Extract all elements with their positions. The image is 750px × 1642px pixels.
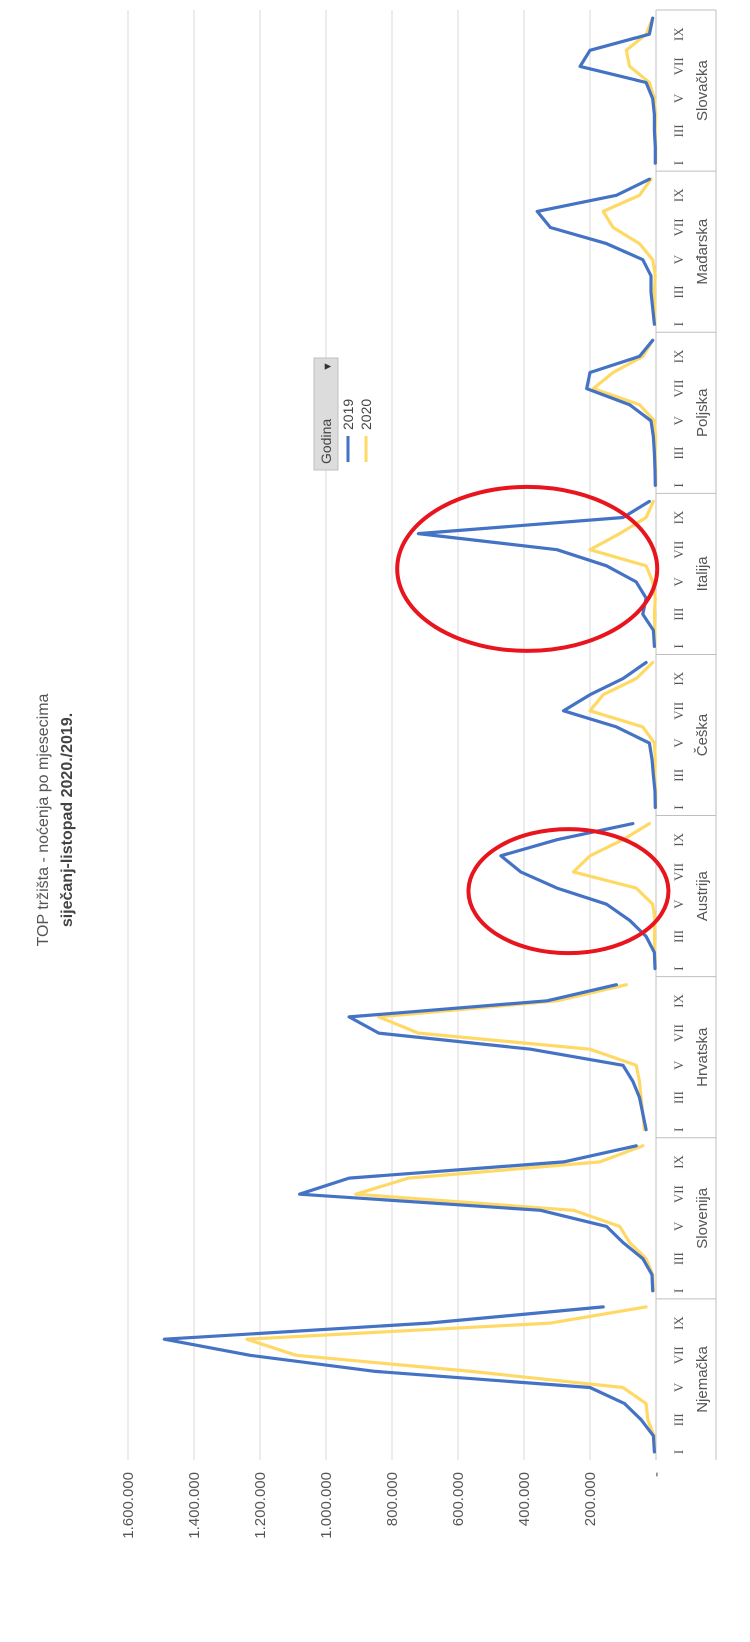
month-tick-label: IX — [671, 349, 686, 363]
month-tick-label: VII — [671, 218, 686, 236]
category-label: Češka — [694, 713, 711, 756]
month-tick-label: IX — [671, 1316, 686, 1330]
legend-label-2019: 2019 — [340, 399, 356, 430]
category-axis: IIIIVVIIIXNjemačkaIIIIVVIIIXSlovenijaIII… — [655, 9, 717, 1460]
y-tick-labels: - 200.000 400.000 600.000 800.000 1.000.000 1.… — [120, 1472, 665, 1539]
y-tick-label: 1.000.000 — [318, 1472, 335, 1539]
series-line-2020-Italija — [588, 499, 657, 649]
gridlines — [127, 10, 591, 1460]
month-tick-label: V — [671, 416, 686, 426]
series-line-2019-Slovačka — [578, 16, 657, 165]
y-tick-label: 1.600.000 — [120, 1472, 137, 1539]
chart-subtitle-text: siječanj-listopad 2020./2019. — [59, 713, 76, 927]
month-tick-label: III — [671, 1413, 686, 1426]
series-line-2019-Mađarska — [535, 177, 657, 326]
series-line-2019-Slovenija — [298, 1144, 655, 1293]
month-tick-label: I — [671, 1128, 686, 1132]
category-label: Slovenija — [694, 1187, 711, 1249]
month-tick-label: V — [671, 254, 686, 264]
month-tick-label: VII — [671, 541, 686, 559]
month-tick-label: VII — [671, 380, 686, 398]
legend-title: Godina — [318, 419, 334, 464]
month-tick-label: V — [671, 899, 686, 909]
month-tick-label: V — [671, 1221, 686, 1231]
month-tick-label: VII — [671, 1346, 686, 1364]
category-label: Mađarska — [694, 218, 711, 285]
month-tick-label: V — [671, 577, 686, 587]
month-tick-label: IX — [671, 188, 686, 202]
chart-subtitle: siječanj-listopad 2020./2019. — [59, 713, 76, 927]
series-line-2019-Italija — [416, 499, 657, 649]
chart-title: TOP tržišta - noćenja po mjesecima — [35, 693, 52, 946]
series-line-2020-Slovenija — [354, 1144, 656, 1293]
series-line-2019-Hrvatska — [347, 983, 648, 1132]
month-tick-label: VII — [671, 702, 686, 720]
month-tick-label: IX — [671, 510, 686, 524]
month-tick-label: III — [671, 608, 686, 621]
month-tick-label: I — [671, 1450, 686, 1454]
category-label: Njemačka — [694, 1345, 711, 1412]
series-line-2019-Poljska — [585, 338, 657, 487]
y-tick-label: 600.000 — [450, 1472, 467, 1526]
series-line-2019-Njemačka — [162, 1305, 657, 1454]
legend-label-2020: 2020 — [358, 399, 374, 430]
month-tick-label: V — [671, 1060, 686, 1070]
annotation-ellipse — [466, 827, 671, 956]
category-label: Hrvatska — [694, 1027, 711, 1087]
month-tick-label: IX — [671, 832, 686, 846]
month-tick-label: III — [671, 769, 686, 782]
series-line-2019-Austrija — [499, 821, 657, 971]
month-tick-label: VII — [671, 1185, 686, 1203]
series-line-2020-Austrija — [571, 821, 657, 971]
month-tick-label: V — [671, 93, 686, 103]
series-line-2020-Njemačka — [245, 1305, 657, 1454]
y-tick-label: - — [648, 1472, 665, 1477]
month-tick-label: I — [671, 644, 686, 648]
series-line-2020-Mađarska — [601, 177, 657, 326]
month-tick-label: I — [671, 1289, 686, 1293]
y-tick-label: 400.000 — [516, 1472, 533, 1526]
month-tick-label: I — [671, 483, 686, 487]
y-tick-label: 800.000 — [384, 1472, 401, 1526]
month-tick-label: III — [671, 930, 686, 943]
month-tick-label: I — [671, 322, 686, 326]
month-tick-label: III — [671, 285, 686, 298]
month-tick-label: V — [671, 1382, 686, 1392]
y-tick-label: 1.400.000 — [186, 1472, 203, 1539]
chart-title-text: TOP tržišta - noćenja po mjesecima — [35, 693, 52, 946]
series-line-2019-Češka — [561, 660, 657, 810]
category-label: Poljska — [694, 388, 711, 437]
month-tick-label: III — [671, 1091, 686, 1104]
annotation-ellipse — [395, 484, 660, 653]
series-line-2020-Češka — [588, 660, 658, 810]
month-tick-label: IX — [671, 671, 686, 685]
month-tick-label: IX — [671, 1154, 686, 1168]
month-tick-label: III — [671, 124, 686, 137]
series-lines — [162, 16, 658, 1454]
category-label: Austrija — [694, 870, 711, 921]
y-tick-label: 1.200.000 — [252, 1472, 269, 1539]
month-tick-label: III — [671, 447, 686, 460]
month-tick-label: I — [671, 966, 686, 970]
month-tick-label: VII — [671, 57, 686, 75]
month-tick-label: VII — [671, 1024, 686, 1042]
month-tick-label: IX — [671, 993, 686, 1007]
y-tick-label: 200.000 — [582, 1472, 599, 1526]
annotations — [395, 484, 671, 956]
category-label: Italija — [694, 556, 711, 592]
month-tick-label: IX — [671, 27, 686, 41]
month-tick-label: I — [671, 161, 686, 165]
month-tick-label: I — [671, 805, 686, 809]
series-line-2020-Hrvatska — [377, 983, 647, 1132]
month-tick-label: VII — [671, 863, 686, 881]
legend: Godina ▼ 2019 2020 — [313, 357, 374, 471]
month-tick-label: III — [671, 1252, 686, 1265]
month-tick-label: V — [671, 738, 686, 748]
dropdown-arrow-icon[interactable]: ▼ — [322, 361, 334, 372]
category-label: Slovačka — [694, 59, 711, 121]
legend-filter-button[interactable] — [313, 357, 339, 471]
